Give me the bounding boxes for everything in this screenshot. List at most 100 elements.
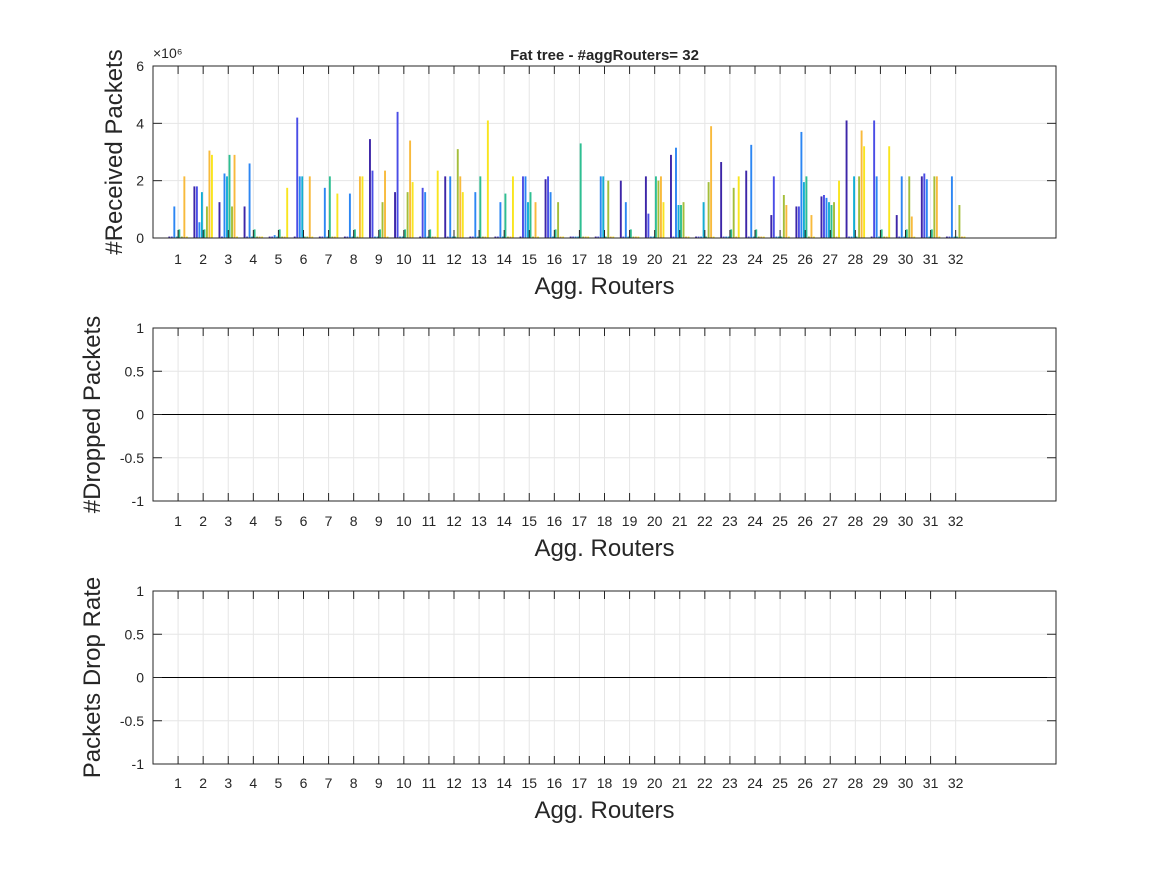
y-tick-label: 2 <box>136 173 144 189</box>
y-tick-label: -0.5 <box>120 450 144 466</box>
bar <box>529 192 532 238</box>
bar <box>860 130 863 238</box>
bar <box>654 176 657 238</box>
bar <box>710 126 713 238</box>
bar <box>331 236 334 238</box>
bar <box>888 146 891 238</box>
x-tick-label: 5 <box>275 251 283 267</box>
x-tick-label: 10 <box>396 251 412 267</box>
x-tick-label: 2 <box>199 251 207 267</box>
chart-title: Fat tree - #aggRouters= 32 <box>510 47 699 64</box>
bar <box>333 236 336 238</box>
bar <box>833 202 835 238</box>
bar <box>624 202 627 238</box>
bar <box>559 236 562 238</box>
x-tick-label: 6 <box>300 513 308 529</box>
bar <box>429 229 432 238</box>
x-tick-label: 25 <box>772 775 788 791</box>
x-tick-label: 14 <box>496 775 512 791</box>
bar <box>421 187 424 238</box>
x-tick-label: 4 <box>249 251 257 267</box>
bar <box>456 149 459 238</box>
bar <box>459 176 462 238</box>
bar <box>602 176 605 238</box>
x-tick-label: 26 <box>797 775 813 791</box>
bar <box>446 236 449 238</box>
y-tick-label: 4 <box>136 115 144 131</box>
bar <box>955 236 958 238</box>
x-tick-label: 32 <box>948 513 964 529</box>
bar <box>301 176 304 238</box>
x-tick-label: 7 <box>325 513 333 529</box>
bar <box>604 236 607 238</box>
bar <box>469 236 472 238</box>
bar <box>396 111 399 238</box>
bar <box>632 236 635 238</box>
x-tick-label: 23 <box>722 513 738 529</box>
bar <box>243 206 246 238</box>
x-tick-label: 18 <box>597 513 613 529</box>
bar <box>486 120 489 238</box>
bar <box>399 236 402 238</box>
bar <box>587 236 590 238</box>
bar <box>928 236 931 238</box>
bar <box>720 162 723 238</box>
chart-panel-1: 1 2 3 4 5 6 7 8 9 10 11 12 13 14 15 16 17 18 19 20 21 22 23 24 2… <box>101 45 1057 300</box>
bar <box>499 202 502 238</box>
y-tick-label: 0 <box>136 230 144 246</box>
bar <box>268 236 271 238</box>
x-tick-label: 5 <box>275 775 283 791</box>
bar <box>246 236 249 238</box>
bar <box>379 229 381 238</box>
bar <box>835 236 838 238</box>
bar <box>454 236 457 238</box>
bar <box>925 179 928 238</box>
bar <box>935 176 938 238</box>
bar <box>903 236 906 238</box>
bar <box>479 176 482 238</box>
bar <box>476 236 479 238</box>
x-tick-label: 7 <box>325 251 333 267</box>
bar <box>303 236 306 238</box>
bar <box>880 229 883 238</box>
x-tick-label: 28 <box>848 251 864 267</box>
x-tick-label: 8 <box>350 775 358 791</box>
x-tick-label: 19 <box>622 251 638 267</box>
x-tick-label: 2 <box>199 513 207 529</box>
bar <box>745 170 748 238</box>
y-tick-label: 0.5 <box>125 363 145 379</box>
x-tick-label: 1 <box>174 251 182 267</box>
bar <box>858 176 861 238</box>
bar <box>501 236 504 238</box>
bar <box>659 176 662 238</box>
y-tick-label: -1 <box>132 756 145 772</box>
x-tick-label: 3 <box>224 251 232 267</box>
y-axis-label: #Dropped Packets <box>79 316 106 513</box>
bar <box>371 170 374 238</box>
bar <box>657 180 660 238</box>
y-exponent-label: ×10⁶ <box>153 45 183 61</box>
bar <box>828 202 830 238</box>
bar <box>597 236 600 238</box>
bar <box>737 176 740 238</box>
x-tick-label: 4 <box>249 775 257 791</box>
y-axis-label: Packets Drop Rate <box>79 577 106 778</box>
bar <box>898 236 901 238</box>
bar <box>369 139 371 238</box>
x-tick-label: 8 <box>350 513 358 529</box>
x-tick-label: 16 <box>547 513 563 529</box>
bar <box>675 147 677 238</box>
x-tick-label: 13 <box>471 775 487 791</box>
x-tick-label: 30 <box>898 251 914 267</box>
bar <box>797 206 800 238</box>
bar <box>812 236 815 238</box>
x-tick-label: 27 <box>822 775 838 791</box>
y-tick-label: -1 <box>132 493 145 509</box>
bar <box>777 236 780 238</box>
x-tick-label: 6 <box>300 775 308 791</box>
bar <box>386 236 389 238</box>
bar <box>506 236 509 238</box>
bar <box>351 236 354 238</box>
x-tick-label: 30 <box>898 513 914 529</box>
bar <box>787 236 790 238</box>
